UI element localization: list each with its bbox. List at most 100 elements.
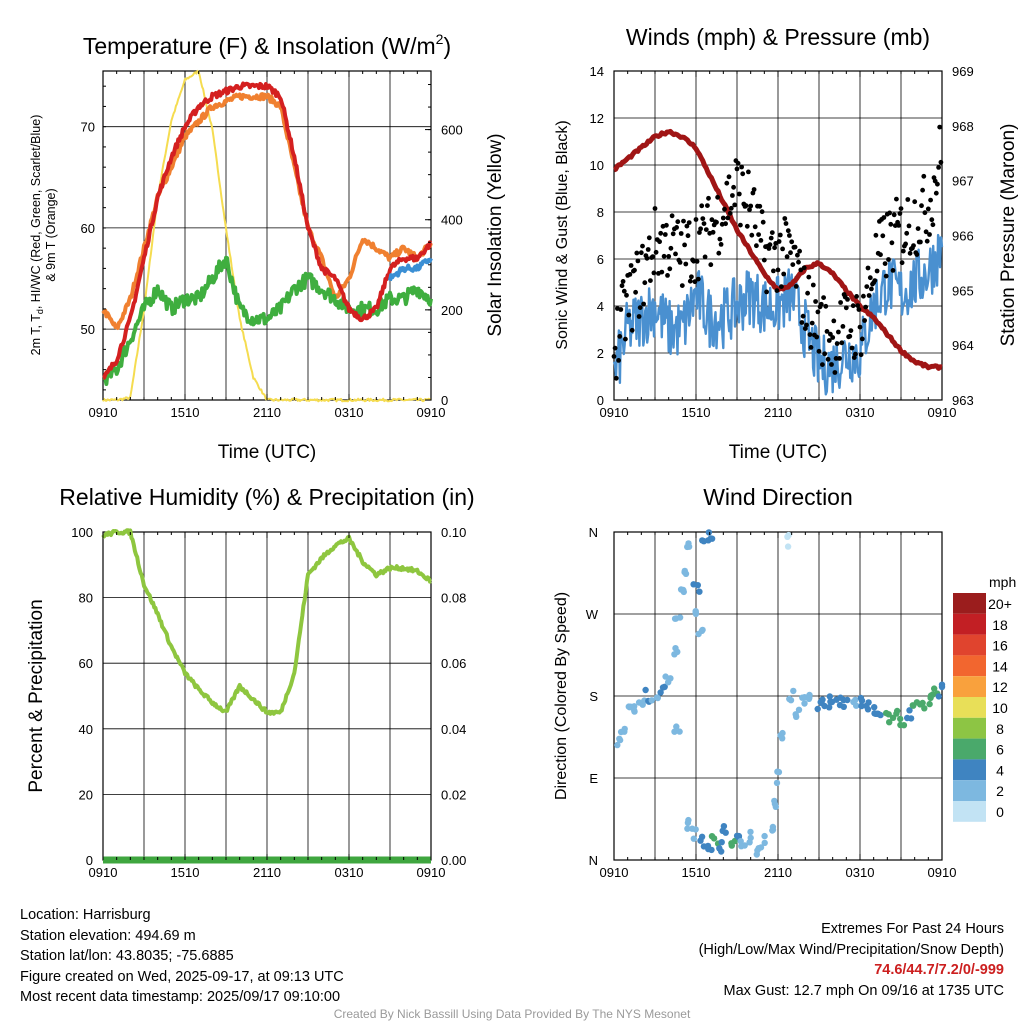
station-info: Location: Harrisburg Station elevation: … xyxy=(20,905,344,1008)
gust-point xyxy=(698,226,703,232)
legend-swatch xyxy=(953,593,986,614)
gust-point xyxy=(869,286,874,292)
direction-point xyxy=(747,828,754,836)
gust-point xyxy=(826,338,832,343)
gust-point xyxy=(768,235,774,241)
gust-point xyxy=(937,124,943,130)
gust-point xyxy=(834,341,840,346)
y-tick-label: 80 xyxy=(79,591,93,606)
gust-point xyxy=(823,303,829,309)
gust-point xyxy=(749,232,755,238)
gust-point xyxy=(661,253,667,259)
gust-point xyxy=(782,216,788,221)
direction-point xyxy=(662,673,669,680)
gust-point xyxy=(651,270,657,276)
gust-point xyxy=(722,206,727,212)
gust-point xyxy=(808,345,814,350)
x-tick-label: 1510 xyxy=(171,405,200,420)
x-tick-label: 0310 xyxy=(335,405,364,420)
gust-point xyxy=(705,203,710,209)
direction-point xyxy=(852,696,859,704)
gust-point xyxy=(883,273,889,279)
gust-point xyxy=(754,243,759,249)
gust-point xyxy=(613,375,619,381)
gust-point xyxy=(701,221,707,227)
direction-point xyxy=(648,697,655,704)
gust-point xyxy=(814,334,820,340)
gust-point xyxy=(666,254,672,259)
direction-point xyxy=(699,626,706,634)
gust-point xyxy=(689,274,694,280)
legend-label: 16 xyxy=(992,638,1008,654)
direction-point xyxy=(906,707,913,714)
gust-point xyxy=(730,193,735,198)
y-tick-label: 70 xyxy=(81,120,95,135)
gust-point xyxy=(618,307,624,312)
direction-point xyxy=(653,694,661,701)
gust-point xyxy=(788,250,793,256)
gust-point xyxy=(839,340,845,346)
direction-point xyxy=(705,845,712,853)
direction-point xyxy=(793,713,800,720)
gust-point xyxy=(659,269,665,275)
gust-point xyxy=(848,328,854,333)
direction-point xyxy=(826,693,833,700)
gust-point xyxy=(894,196,899,202)
gust-point xyxy=(694,259,700,264)
direction-tick-label: S xyxy=(589,689,598,704)
gust-point xyxy=(923,229,929,235)
gust-point xyxy=(739,164,744,170)
y2-tick-label: 0.08 xyxy=(441,591,466,606)
gust-point xyxy=(665,273,670,278)
winds-panel-title: Winds (mph) & Pressure (mb) xyxy=(626,24,930,50)
y-tick-label: 100 xyxy=(71,525,93,540)
gust-point xyxy=(700,216,706,222)
direction-point xyxy=(819,696,826,703)
legend-label: 6 xyxy=(996,742,1004,758)
gust-point xyxy=(904,230,910,236)
gust-point xyxy=(829,362,834,367)
x-tick-label: 2110 xyxy=(253,405,281,420)
gust-point xyxy=(807,332,813,337)
gust-point xyxy=(645,247,651,252)
gust-point xyxy=(793,284,799,289)
direction-point xyxy=(786,695,793,703)
gust-point xyxy=(638,250,644,256)
gust-point xyxy=(881,215,887,220)
direction-point xyxy=(722,829,729,836)
direction-point xyxy=(757,844,765,851)
direction-point xyxy=(761,839,768,847)
gust-point xyxy=(785,228,791,234)
gust-point xyxy=(760,219,766,225)
direction-point xyxy=(935,693,942,700)
legend-swatch xyxy=(953,801,986,822)
y-tick-label: 14 xyxy=(590,64,604,79)
gust-point xyxy=(758,238,764,243)
humidity-panel-title: Relative Humidity (%) & Precipitation (i… xyxy=(59,484,474,510)
gust-point xyxy=(907,250,913,256)
direction-point xyxy=(631,703,638,710)
gust-point xyxy=(790,262,796,267)
humidity-axes: 0 0.00 20 0.02 40 0.04 60 0.06 80 0.08 100 0.10 0910… xyxy=(71,525,466,880)
gust-point xyxy=(853,351,858,357)
y2-tick-label: 0.02 xyxy=(441,787,466,802)
gust-point xyxy=(776,239,782,244)
direction-point xyxy=(785,531,792,539)
winds-y2-axis-label: Station Pressure (Maroon) xyxy=(998,124,1019,347)
direction-point xyxy=(681,569,688,576)
temperature-x-axis-label: Time (UTC) xyxy=(218,442,317,463)
gust-point xyxy=(809,320,815,326)
humidity-y-axis-label: Percent & Precipitation xyxy=(26,599,47,792)
gust-point xyxy=(747,207,752,213)
gust-point xyxy=(914,252,920,257)
gust-point xyxy=(861,293,866,299)
direction-point xyxy=(642,686,649,694)
y-tick-label: 4 xyxy=(597,299,604,314)
gust-point xyxy=(612,345,618,351)
gust-point xyxy=(709,217,715,223)
gust-point xyxy=(687,278,693,284)
x-tick-label: 0910 xyxy=(417,405,446,420)
gust-point xyxy=(673,251,678,257)
direction-point xyxy=(621,725,628,733)
direction-points xyxy=(614,529,946,858)
